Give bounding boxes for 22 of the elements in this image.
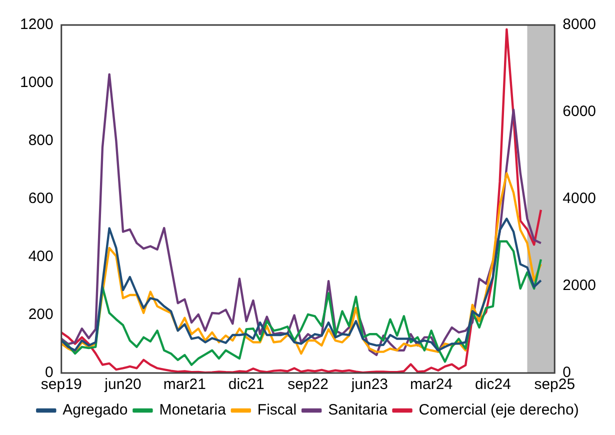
y2-tick-label: 4000 — [562, 190, 596, 208]
x-tick-label: jun23 — [350, 376, 388, 394]
y-tick-label: 400 — [28, 248, 54, 266]
y-tick-label: 800 — [28, 132, 54, 150]
legend-label: Agregado — [62, 402, 128, 419]
y-tick-label: 600 — [28, 190, 54, 208]
x-tick-label: sep22 — [288, 376, 328, 394]
legend-label: Sanitaria — [328, 402, 388, 419]
y2-tick-label: 8000 — [562, 16, 596, 34]
legend-label: Monetaria — [159, 402, 227, 419]
y-tick-label: 200 — [28, 306, 54, 324]
legend-label: Fiscal — [257, 402, 297, 419]
x-tick-label: mar24 — [410, 376, 453, 394]
x-tick-label: mar21 — [163, 376, 206, 394]
y-tick-label: 1200 — [20, 16, 54, 34]
y2-tick-label: 6000 — [562, 103, 596, 120]
y-tick-label: 1000 — [20, 74, 54, 92]
y2-tick-label: 2000 — [562, 277, 596, 294]
legend-label: Comercial (eje derecho) — [418, 402, 579, 419]
x-tick-label: dic24 — [475, 376, 511, 394]
x-tick-label: dic21 — [228, 376, 264, 394]
x-tick-label: jun20 — [104, 376, 142, 394]
